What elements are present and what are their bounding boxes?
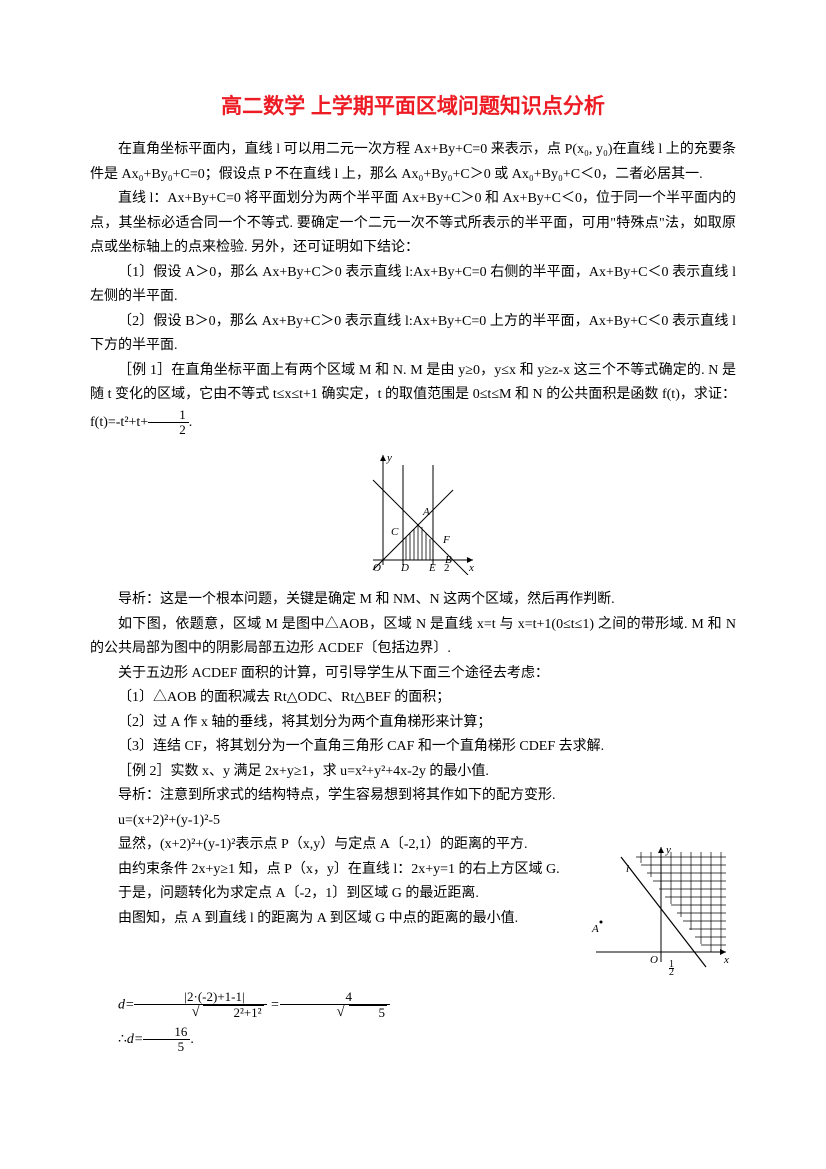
paragraph-2: 直线 l：Ax+By+C=0 将平面划分为两个半平面 Ax+By+C＞0 和 A… <box>90 187 736 261</box>
frac-rhs-den: 5 <box>280 1005 391 1020</box>
svg-text:C: C <box>391 526 399 538</box>
frac-final-num: 16 <box>143 1025 190 1040</box>
formula-d: d= |2·(-2)+1-1| 2²+1² = 4 5 <box>90 990 736 1021</box>
doc-title: 高二数学 上学期平面区域问题知识点分析 <box>90 90 736 120</box>
frac-final: 16 5 <box>143 1025 190 1055</box>
svg-text:2: 2 <box>444 562 450 574</box>
frac-final-den: 5 <box>143 1040 190 1054</box>
paragraph-14: u=(x+2)²+(y-1)²-5 <box>90 809 736 834</box>
paragraph-7: 如下图，依题意，区域 M 是图中△AOB，区域 N 是直线 x=t 与 x=t+… <box>90 613 736 662</box>
paragraph-6: 导析：这是一个根本问题，关键是确定 M 和 NM、N 这两个区域，然后再作判断. <box>90 588 736 613</box>
svg-text:O: O <box>650 954 658 966</box>
svg-text:y: y <box>386 452 392 464</box>
svg-text:x: x <box>468 562 474 574</box>
svg-text:O: O <box>373 562 381 574</box>
paragraph-10: 〔2〕过 A 作 x 轴的垂线，将其划分为两个直角梯形来计算； <box>90 711 736 736</box>
formula-final: ∴d= 16 5 . <box>90 1025 736 1055</box>
d-eq: d= <box>127 1032 143 1047</box>
p5-end: . <box>189 415 193 430</box>
frac-rhs-num: 4 <box>280 990 391 1005</box>
frac-d-num: |2·(-2)+1-1| <box>134 990 266 1005</box>
paragraph-4: 〔2〕假设 B＞0，那么 Ax+By+C＞0 表示直线 l:Ax+By+C=0 … <box>90 310 736 359</box>
sqrt-content: 2²+1² <box>203 1005 263 1020</box>
therefore: ∴ <box>118 1032 127 1047</box>
frac-d-left: |2·(-2)+1-1| 2²+1² <box>134 990 266 1021</box>
frac-den: 2 <box>148 423 189 437</box>
paragraph-13: 导析：注意到所求式的结构特点，学生容易想到将其作如下的配方变形. <box>90 784 736 809</box>
paragraph-11: 〔3〕连结 CF，将其划分为一个直角三角形 CAF 和一个直角梯形 CDEF 去… <box>90 735 736 760</box>
fraction-half: 12 <box>148 408 189 438</box>
period: . <box>190 1032 194 1047</box>
figure-1: y A C O D E B 2 F x <box>90 445 736 580</box>
frac-d-den: 2²+1² <box>134 1005 266 1020</box>
svg-text:y: y <box>665 844 671 856</box>
paragraph-3: 〔1〕假设 A＞0，那么 Ax+By+C＞0 表示直线 l:Ax+By+C=0 … <box>90 261 736 310</box>
svg-text:A: A <box>422 506 430 518</box>
frac-num: 1 <box>148 408 189 423</box>
paragraph-5: ［例 1］在直角坐标平面上有两个区域 M 和 N. M 是由 y≥0，y≤x 和… <box>90 359 736 438</box>
sqrt-rhs: 5 <box>349 1005 388 1020</box>
document-page: 高二数学 上学期平面区域问题知识点分析 在直角坐标平面内，直线 l 可以用二元一… <box>0 0 826 1169</box>
svg-text:E: E <box>428 562 436 574</box>
figure-2: A y O x 1 2 l <box>576 837 736 982</box>
frac-d-right: 4 5 <box>280 990 391 1021</box>
svg-text:A: A <box>591 923 599 935</box>
svg-text:F: F <box>442 534 450 546</box>
paragraph-1: 在直角坐标平面内，直线 l 可以用二元一次方程 Ax+By+C=0 来表示，点 … <box>90 138 736 187</box>
paragraph-9: 〔1〕△AOB 的面积减去 Rt△ODC、Rt△BEF 的面积； <box>90 686 736 711</box>
svg-text:l: l <box>626 863 629 875</box>
paragraph-8: 关于五边形 ACDEF 面积的计算，可引导学生从下面三个途径去考虑： <box>90 662 736 687</box>
svg-text:2: 2 <box>669 967 674 977</box>
svg-text:D: D <box>400 562 409 574</box>
svg-text:x: x <box>723 954 729 966</box>
paragraph-12: ［例 2］实数 x、y 满足 2x+y≥1，求 u=x²+y²+4x-2y 的最… <box>90 760 736 785</box>
